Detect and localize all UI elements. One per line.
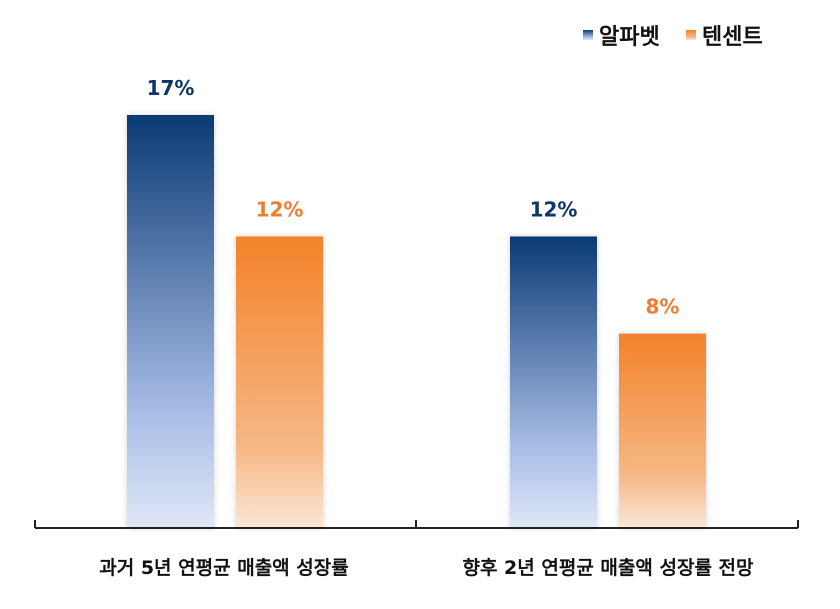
x-axis: 과거 5년 연평균 매출액 성장률 향후 2년 연평균 매출액 성장률 전망: [34, 520, 799, 579]
data-label-series-2-category-2: 8%: [646, 295, 680, 319]
bar-series-1-category-1[interactable]: [127, 115, 214, 528]
data-labels: 17% 12% 12% 8%: [147, 76, 680, 319]
legend-label-series-1: 알파벳: [599, 25, 660, 50]
bar-series-2-category-2[interactable]: [619, 333, 706, 528]
legend-label-series-2: 텐센트: [702, 25, 763, 50]
bar-series-1-category-2[interactable]: [510, 236, 597, 528]
bars: [127, 115, 706, 528]
legend-item-series-2[interactable]: 텐센트: [686, 25, 763, 50]
legend-swatch-series-1: [583, 30, 593, 40]
bar-series-2-category-1[interactable]: [236, 236, 323, 528]
legend-swatch-series-2: [686, 30, 696, 40]
data-label-series-1-category-2: 12%: [530, 197, 578, 221]
legend: 알파벳 텐센트: [583, 25, 763, 50]
legend-item-series-1[interactable]: 알파벳: [583, 25, 660, 50]
category-label-2: 향후 2년 연평균 매출액 성장률 전망: [462, 557, 754, 579]
data-label-series-2-category-1: 12%: [256, 197, 304, 221]
category-label-1: 과거 5년 연평균 매출액 성장률: [99, 557, 348, 579]
data-label-series-1-category-1: 17%: [147, 76, 195, 100]
